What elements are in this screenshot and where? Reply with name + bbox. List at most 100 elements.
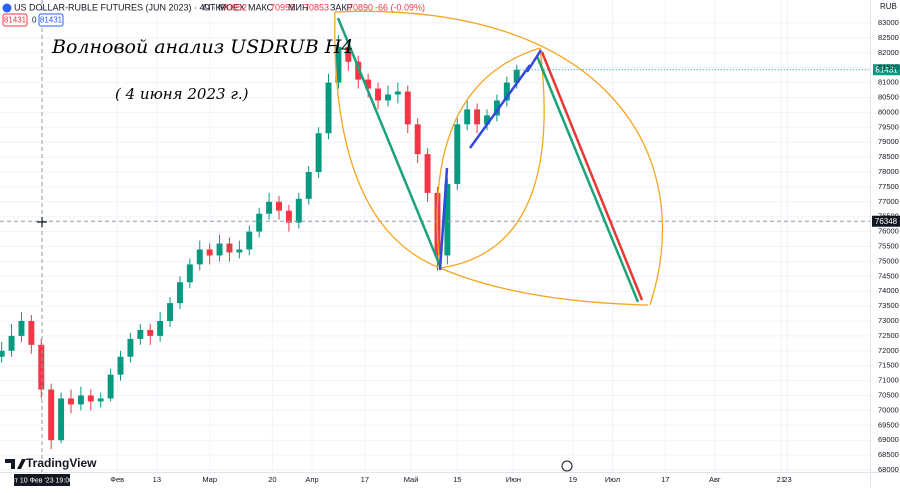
brand-logo [5, 459, 26, 469]
y-tick-label: 79000 [878, 137, 899, 146]
x-tick-label: Апр [305, 475, 318, 484]
ask-badge[interactable] [38, 13, 64, 27]
x-tick-label: 20 [268, 475, 276, 484]
last-price-box [873, 64, 900, 76]
candle-body [18, 321, 25, 336]
low-value: 70853 [304, 2, 329, 12]
y-tick-label: 70500 [878, 390, 899, 399]
wave-line [468, 64, 532, 149]
y-tick-label: 70000 [878, 405, 899, 414]
bid-badge[interactable] [2, 13, 28, 27]
wave-line [438, 167, 449, 271]
x-tick-label: 19 [569, 475, 577, 484]
y-tick-label: 81000 [878, 78, 899, 87]
candle-body [68, 398, 74, 405]
high-label: МАКС [248, 2, 274, 12]
candle-body [404, 91, 411, 125]
ask-value: 81431 [40, 16, 63, 25]
candle-body [266, 201, 273, 214]
wave-line [535, 55, 640, 303]
candle-body [246, 231, 253, 250]
candle-body [28, 321, 35, 345]
close-label: ЗАКР [330, 2, 353, 12]
y-tick-label: 68000 [878, 465, 899, 474]
arc [439, 267, 649, 306]
y-tick-label: 72500 [878, 331, 899, 340]
candle-body [454, 124, 461, 184]
goto-button[interactable] [561, 460, 573, 472]
candle-body [107, 374, 114, 399]
candle-body [256, 213, 263, 232]
candle-body [127, 338, 134, 357]
x-tick-label: Мар [202, 475, 217, 484]
y-tick-label: 77000 [878, 197, 899, 206]
candle-body [464, 109, 471, 125]
y-tick-label: 73500 [878, 301, 899, 310]
candle-body [206, 249, 213, 256]
candle-body [38, 344, 45, 390]
candle-body [8, 335, 15, 351]
y-tick-label: 69500 [878, 420, 899, 429]
candle-body [365, 79, 372, 89]
arc [334, 11, 441, 269]
candle-body [216, 243, 223, 256]
candle-body [167, 303, 174, 321]
candle-body [58, 398, 65, 441]
y-tick-label: 76000 [878, 227, 899, 236]
candle-body [226, 243, 233, 253]
wave-line [525, 49, 543, 73]
x-tick-label: Июн [506, 475, 521, 484]
y-tick-label: 82500 [878, 33, 899, 42]
candle-body [414, 124, 421, 155]
y-tick-label: 74500 [878, 271, 899, 280]
candle-body [196, 249, 203, 265]
x-tick-label: Фев [110, 475, 124, 484]
candle-body [77, 395, 84, 405]
crosshair-date-label: пт 10 Фев '23 19:00 [11, 477, 73, 484]
candle-body [503, 82, 510, 101]
candle-body [97, 398, 104, 402]
x-tick-label: 23 [783, 475, 791, 484]
open-label: ОТКР [203, 2, 227, 12]
wave-line [336, 17, 442, 267]
y-tick-label: 73000 [878, 316, 899, 325]
candle-body [394, 91, 401, 95]
last-price-label: 81431 [875, 65, 898, 74]
candle-body [87, 395, 94, 402]
y-tick-label: 74000 [878, 286, 899, 295]
y-tick-label: 71000 [878, 376, 899, 385]
bid-value: 81431 [4, 16, 27, 25]
crosshair-date-box [14, 474, 70, 486]
crosshair-price-label: 76348 [875, 217, 898, 226]
close-value: 70890 [348, 2, 373, 12]
open-value: 70952 [222, 2, 247, 12]
y-tick-label: 82000 [878, 48, 899, 57]
candle-body [335, 46, 342, 83]
annotation-date: ( 4 июня 2023 г.) [115, 85, 249, 103]
high-value: 70955 [270, 2, 295, 12]
candle-body [236, 249, 243, 253]
y-tick-label: 81500 [878, 63, 899, 72]
x-tick-label: Июл [605, 475, 620, 484]
arcs [334, 10, 664, 306]
wave-line [540, 51, 644, 301]
symbol-icon [2, 3, 12, 13]
y-tick-label: 75500 [878, 241, 899, 250]
candle-body [137, 329, 144, 339]
y-tick-label: 83000 [878, 18, 899, 27]
y-tick-label: 79500 [878, 122, 899, 131]
candle-body [375, 88, 382, 101]
candle-body [285, 210, 292, 223]
y-tick-label: 80500 [878, 92, 899, 101]
x-tick-label: 13 [153, 475, 161, 484]
y-tick-label: 69000 [878, 435, 899, 444]
candle-body [157, 321, 164, 336]
y-tick-label: 77500 [878, 182, 899, 191]
y-tick-label: 78500 [878, 152, 899, 161]
candle-body [345, 46, 352, 62]
x-tick-label: 17 [661, 475, 669, 484]
y-tick-label: 71500 [878, 361, 899, 370]
candle-body [513, 69, 520, 83]
candle-body [305, 172, 312, 199]
